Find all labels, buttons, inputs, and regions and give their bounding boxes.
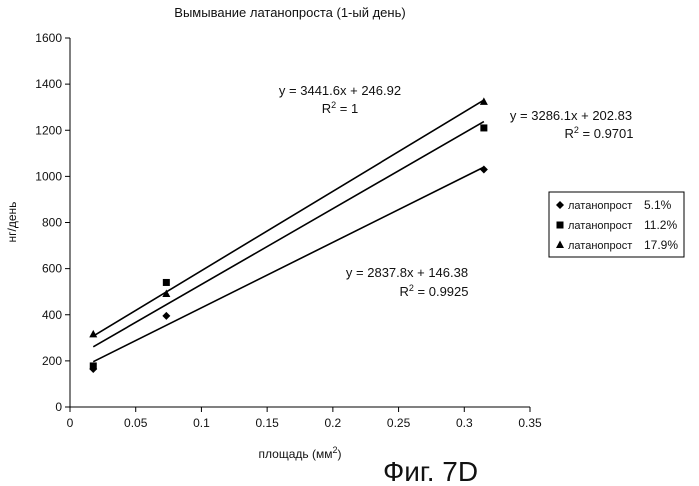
x-axis-title-closing: ) <box>337 447 341 461</box>
x-tick-label: 0 <box>67 416 74 430</box>
r2-series-1: R2 = 0.9925 <box>400 283 469 299</box>
y-tick-label: 600 <box>42 262 62 276</box>
r2-series-3: R2 = 1 <box>322 100 358 116</box>
r2-series-2: R2 = 0.9701 <box>565 125 634 141</box>
legend-pct-series-3: 17.9% <box>644 238 678 252</box>
x-tick-label: 0.35 <box>518 416 542 430</box>
equation-series-2: y = 3286.1x + 202.83 <box>510 108 632 123</box>
legend-marker-series-3 <box>556 240 564 248</box>
x-axis-title-superscript: 2 <box>332 445 337 455</box>
trendline-series-1 <box>92 166 485 363</box>
legend-pct-series-1: 5.1% <box>644 198 672 212</box>
trendline-series-2 <box>92 120 485 348</box>
data-point-series-2 <box>89 362 97 370</box>
x-tick-label: 0.05 <box>124 416 148 430</box>
legend-marker-series-1 <box>556 201 564 209</box>
legend-label-series-3: латанопрост <box>568 240 632 252</box>
data-point-series-2 <box>162 278 170 286</box>
y-tick-label: 1600 <box>35 31 62 45</box>
y-tick-label: 800 <box>42 216 62 230</box>
trendlines <box>92 99 485 363</box>
data-point-series-1 <box>479 165 488 174</box>
y-axis-title: нг/день <box>5 202 19 243</box>
legend-box <box>548 191 685 258</box>
x-axis-title-text: площадь (мм <box>259 447 333 461</box>
equation-series-1: y = 2837.8x + 146.38 <box>346 265 468 280</box>
data-point-series-2 <box>480 124 488 132</box>
x-tick-label: 0.2 <box>325 416 342 430</box>
chart-title: Вымывание латанопроста (1-ый день) <box>174 5 405 20</box>
y-tick-label: 400 <box>42 308 62 322</box>
x-ticks: 0 0.05 0.1 0.15 0.2 0.25 0.3 0.35 <box>67 407 542 430</box>
y-ticks: 0 200 400 600 800 1000 1200 1400 1600 <box>35 31 70 414</box>
data-point-series-3 <box>479 97 488 105</box>
trendline-series-3 <box>92 99 485 337</box>
x-axis-title: площадь (мм2) <box>259 445 342 461</box>
y-tick-label: 1200 <box>35 123 62 137</box>
figure-label: Фиг. 7D <box>383 456 478 486</box>
y-tick-label: 200 <box>42 354 62 368</box>
legend-marker-series-2 <box>556 221 564 229</box>
legend-label-series-1: латанопрост <box>568 200 632 212</box>
y-tick-label: 1000 <box>35 169 62 183</box>
x-tick-label: 0.15 <box>255 416 279 430</box>
data-point-series-3 <box>162 289 171 297</box>
y-tick-label: 0 <box>55 400 62 414</box>
legend-pct-series-2: 11.2% <box>644 218 677 232</box>
x-tick-label: 0.1 <box>193 416 210 430</box>
data-markers <box>89 97 488 373</box>
y-tick-label: 1400 <box>35 77 62 91</box>
x-tick-label: 0.3 <box>456 416 473 430</box>
x-tick-label: 0.25 <box>387 416 411 430</box>
data-point-series-1 <box>162 311 171 320</box>
legend: латанопрост 5.1% латанопрост 11.2% латанопро… <box>548 191 685 258</box>
data-point-series-3 <box>89 329 98 338</box>
legend-label-series-2: латанопрост <box>568 220 632 232</box>
equation-series-3: y = 3441.6x + 246.92 <box>279 83 401 98</box>
fit-equations: y = 2837.8x + 146.38 R2 = 0.9925 y = 3286.… <box>279 83 634 299</box>
